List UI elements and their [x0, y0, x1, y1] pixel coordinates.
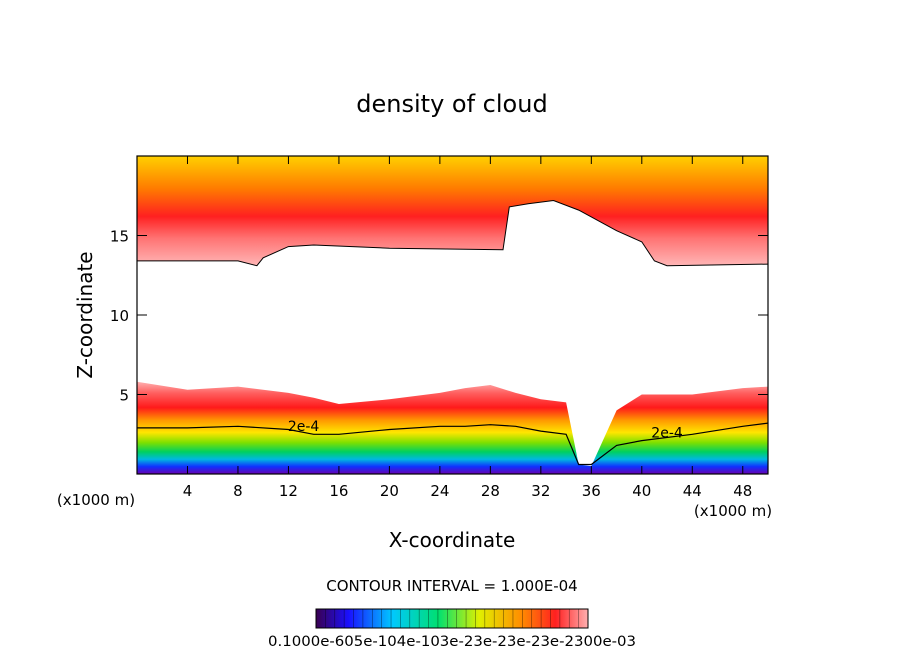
x-tick-label: 24 — [430, 482, 449, 500]
x-tick-label: 12 — [279, 482, 298, 500]
y-axis-label: Z-coordinate — [73, 251, 97, 378]
upper-cloud-layer — [137, 156, 768, 266]
plot-area: 2e-4 2e-4 — [137, 156, 768, 474]
x-axis-label: X-coordinate — [389, 528, 516, 552]
chart-title: density of cloud — [356, 90, 547, 118]
x-tick-label: 28 — [481, 482, 500, 500]
x-axis-ticks: 4 8 12 16 20 24 28 32 36 40 44 48 — [183, 156, 752, 500]
x-unit-left: (x1000 m) — [57, 491, 135, 509]
contour-label: 2e-4 — [651, 425, 683, 441]
x-tick-label: 16 — [329, 482, 348, 500]
colorbar-tick-labels: 0.1000e-605e-104e-103e-23e-23e-23e-2300e… — [268, 634, 636, 650]
colorbar — [315, 608, 589, 629]
x-tick-label: 20 — [380, 482, 399, 500]
x-tick-label: 36 — [582, 482, 601, 500]
x-tick-label: 44 — [683, 482, 702, 500]
upper-cloud-base-contour — [137, 199, 768, 267]
x-tick-label: 8 — [233, 482, 243, 500]
x-tick-label: 32 — [531, 482, 550, 500]
contour-line-2e-4 — [137, 422, 768, 466]
y-tick-label: 15 — [110, 228, 129, 246]
lower-cloud-layer — [137, 381, 768, 474]
y-tick-label: 10 — [110, 307, 129, 325]
colorbar-divisions — [325, 609, 579, 628]
x-tick-label: 40 — [632, 482, 651, 500]
x-tick-label: 4 — [183, 482, 193, 500]
x-unit-right: (x1000 m) — [694, 502, 772, 520]
y-tick-label: 5 — [119, 387, 129, 405]
contour-label: 2e-4 — [288, 419, 320, 435]
contour-interval-text: CONTOUR INTERVAL = 1.000E-04 — [326, 577, 577, 595]
y-axis-ticks: 5 10 15 — [110, 228, 768, 405]
x-tick-label: 48 — [733, 482, 752, 500]
